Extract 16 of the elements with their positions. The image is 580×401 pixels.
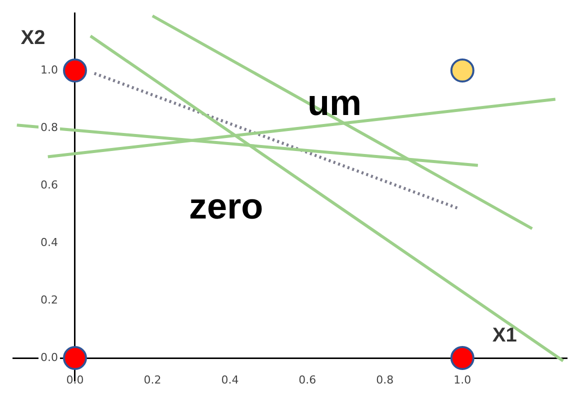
y-axis-title: X2	[20, 27, 46, 50]
x-tick-label: 0.2	[144, 373, 162, 386]
x-tick-label: 1.0	[454, 373, 472, 386]
x-tick-label: 0.6	[298, 373, 316, 386]
y-tick-label: 0.2	[40, 293, 58, 306]
y-tick-label: 0.0	[40, 350, 58, 364]
x-tick-label: 0.0	[66, 373, 84, 386]
y-tick-label: 0.6	[40, 178, 58, 192]
annotation: zero	[189, 185, 264, 226]
y-tick-label: 0.4	[40, 236, 58, 249]
x-tick-label: 0.4	[221, 373, 239, 386]
x-tick-label: 0.8	[376, 373, 394, 386]
y-tick-label: 0.8	[40, 120, 58, 134]
y-tick-label: 1.0	[40, 63, 58, 76]
annotation: um	[308, 82, 362, 123]
x-axis-title: X1	[492, 324, 517, 347]
